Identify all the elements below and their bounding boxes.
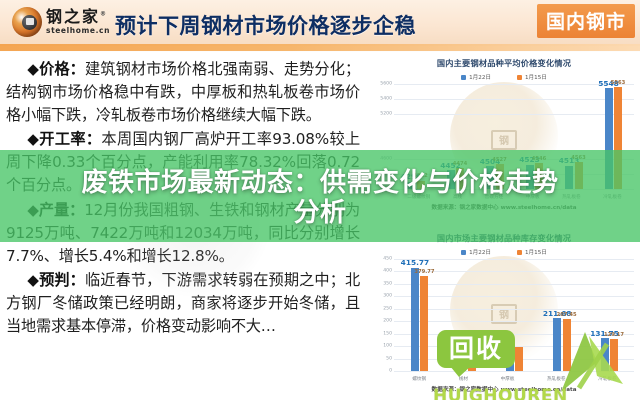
gridline bbox=[394, 271, 634, 273]
bar-value-label: 5548 bbox=[598, 78, 619, 88]
overlay-headline: 废铁市场最新动态：供需变化与价格走势 分析 bbox=[0, 168, 640, 228]
chart-legend-price: 1月22日 1月15日 bbox=[368, 73, 640, 81]
bar-group: 415.77 379.77 bbox=[401, 259, 434, 371]
status-badge: 国内钢市 bbox=[536, 4, 635, 38]
logo-domain: steelhome.cn bbox=[46, 26, 111, 36]
bar-value-label: 131.75 bbox=[590, 328, 619, 338]
bar[interactable]: 5548 bbox=[598, 79, 619, 189]
legend-swatch-icon bbox=[461, 74, 467, 80]
gridline bbox=[394, 259, 634, 260]
recycle-bubble: 回收 bbox=[437, 330, 516, 377]
chart-legend-inventory: 1月22日 1月15日 bbox=[368, 248, 640, 256]
x-axis-tick: 螺纹钢 bbox=[412, 377, 427, 382]
legend-swatch-icon bbox=[517, 74, 522, 80]
legend-swatch-icon bbox=[517, 249, 522, 255]
x-axis-tick: 中厚板 bbox=[500, 377, 515, 382]
paragraph-lead: 预判： bbox=[39, 270, 85, 289]
gridline bbox=[394, 99, 634, 100]
gridline bbox=[394, 321, 634, 323]
bar-group: 211.68 207.45 bbox=[543, 259, 577, 371]
gridline bbox=[394, 114, 634, 115]
bar[interactable]: 5563 bbox=[611, 80, 625, 189]
y-axis-tick: 200 bbox=[383, 318, 392, 324]
legend-label: 1月22日 bbox=[469, 250, 491, 256]
bar-value-label: 129.17 bbox=[603, 331, 625, 338]
logo-chinese-name: 钢之家® bbox=[46, 7, 109, 27]
bar[interactable] bbox=[515, 347, 524, 371]
paragraph-lead: 价格： bbox=[39, 60, 85, 78]
bar[interactable]: 207.45 bbox=[557, 312, 577, 371]
paragraph-lead: 开工率： bbox=[39, 130, 102, 149]
header-bar: 钢之家® steelhome.cn 预计下周钢材市场价格逐步企稳 国内钢市 bbox=[0, 0, 640, 46]
legend-swatch-icon bbox=[461, 249, 467, 255]
y-axis-tick: 250 bbox=[383, 306, 392, 312]
gridline bbox=[394, 371, 634, 372]
y-axis-tick: 50 bbox=[386, 356, 392, 362]
x-axis-tick: 线材 bbox=[458, 377, 468, 382]
paragraph-bullet-icon: ◆ bbox=[27, 60, 40, 78]
steelhome-logo-icon bbox=[12, 7, 42, 37]
paragraph-body: 临近春节，下游需求转弱在预期之中；北方钢厂冬储政策已经明朗，商家将逐步开始冬储，… bbox=[6, 270, 361, 336]
page-title: 预计下周钢材市场价格逐步企稳 bbox=[115, 14, 416, 38]
x-axis-tick: 热轧板卷 bbox=[547, 377, 566, 382]
paragraph-body: 建筑钢材市场价格北强南弱、走势分化；结构钢市场价格稳中有跌，中厚板和热轧板卷市场… bbox=[6, 60, 361, 125]
y-axis-tick: 5400 bbox=[380, 96, 392, 102]
legend-label: 1月15日 bbox=[525, 250, 547, 256]
article-paragraph: ◆价格：建筑钢材市场价格北强南弱、走势分化；结构钢市场价格稳中有跌，中厚板和热轧… bbox=[6, 58, 360, 127]
steelhome-logo[interactable]: 钢之家® steelhome.cn bbox=[12, 7, 110, 37]
y-axis-tick: 5600 bbox=[380, 81, 392, 87]
y-axis-tick: 400 bbox=[383, 268, 392, 274]
article-paragraph: ◆预判：临近春节，下游需求转弱在预期之中；北方钢厂冬储政策已经明朗，商家将逐步开… bbox=[6, 269, 360, 338]
legend-item[interactable]: 1月22日 bbox=[461, 73, 491, 81]
legend-label: 1月15日 bbox=[525, 75, 547, 81]
bar-value-label: 415.77 bbox=[400, 258, 430, 268]
bar[interactable]: 379.77 bbox=[414, 270, 434, 371]
bar[interactable]: 129.17 bbox=[604, 332, 624, 371]
recycle-watermark: 回收 HUIGHOUREN bbox=[433, 330, 567, 400]
header-divider bbox=[0, 44, 640, 51]
bar-value-label: 207.45 bbox=[556, 312, 577, 319]
y-axis-tick: 300 bbox=[383, 293, 392, 299]
y-axis-tick: 0 bbox=[389, 368, 392, 374]
gridline bbox=[394, 283, 634, 285]
bar[interactable]: 131.75 bbox=[590, 329, 619, 371]
bar-group: 5548 5563 bbox=[598, 79, 625, 189]
chart-title-price: 国内主要钢材品种平均价格变化情况 bbox=[436, 58, 572, 68]
gridline bbox=[394, 296, 634, 298]
y-axis-tick: 450 bbox=[383, 256, 392, 262]
paragraph-bullet-icon: ◆ bbox=[27, 130, 40, 149]
bar-group: 131.75 129.17 bbox=[590, 259, 624, 371]
y-axis-tick: 100 bbox=[383, 343, 392, 349]
bar-value-label: 211.68 bbox=[542, 308, 572, 318]
recycle-pinyin-label: HUIGHOUREN bbox=[433, 386, 568, 400]
legend-item[interactable]: 1月22日 bbox=[461, 248, 491, 256]
y-axis-tick: 150 bbox=[383, 331, 392, 337]
bar-value-label: 5563 bbox=[610, 79, 626, 86]
x-axis: 螺纹钢 线材 中厚板 热轧板卷 冷轧板卷 bbox=[396, 376, 633, 382]
y-axis-tick: 5200 bbox=[380, 111, 392, 117]
recycle-label: 回收 bbox=[449, 334, 504, 363]
legend-label: 1月22日 bbox=[469, 75, 491, 81]
bar[interactable]: 211.68 bbox=[543, 310, 571, 371]
chart-source-inventory: 数据来源：钢之家数据中心 www.steelhome.cn/data bbox=[431, 387, 577, 393]
paragraph-bullet-icon: ◆ bbox=[27, 270, 40, 289]
overlay-headline-line1: 废铁市场最新动态：供需变化与价格走势 bbox=[81, 168, 559, 198]
y-axis-tick: 350 bbox=[383, 281, 392, 287]
gridline bbox=[394, 84, 634, 85]
logo-registered-mark: ® bbox=[100, 10, 109, 18]
x-axis-tick: 冷轧板卷 bbox=[598, 377, 617, 382]
legend-item[interactable]: 1月15日 bbox=[517, 248, 547, 256]
bar-value-label: 379.77 bbox=[414, 269, 435, 276]
overlay-headline-line2: 分析 bbox=[293, 198, 347, 229]
legend-item[interactable]: 1月15日 bbox=[517, 73, 547, 81]
gridline bbox=[394, 308, 634, 310]
logo-text-block: 钢之家® steelhome.cn bbox=[46, 9, 110, 35]
bar[interactable]: 415.77 bbox=[401, 259, 429, 371]
